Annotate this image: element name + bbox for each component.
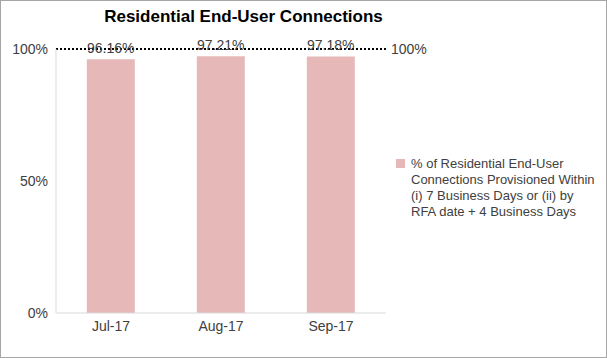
svg-text:97.18%: 97.18% [307, 37, 354, 53]
html-text:Residential End-User Connectio: Residential End-User Connections [104, 7, 383, 26]
svg-text:Jul-17: Jul-17 [92, 318, 130, 334]
svg-text:Sep-17: Sep-17 [308, 318, 353, 334]
svg-text:Aug-17: Aug-17 [198, 318, 243, 334]
svg-text:100%: 100% [12, 41, 48, 57]
html-text:% of Residential End-User Conn: % of Residential End-User Connections Pr… [411, 156, 595, 219]
svg-text:0%: 0% [28, 305, 48, 321]
svg-text:100%: 100% [391, 41, 427, 57]
svg-text:96.16%: 96.16% [87, 40, 134, 56]
svg-text:97.21%: 97.21% [197, 37, 244, 53]
svg-text:50%: 50% [20, 173, 48, 189]
